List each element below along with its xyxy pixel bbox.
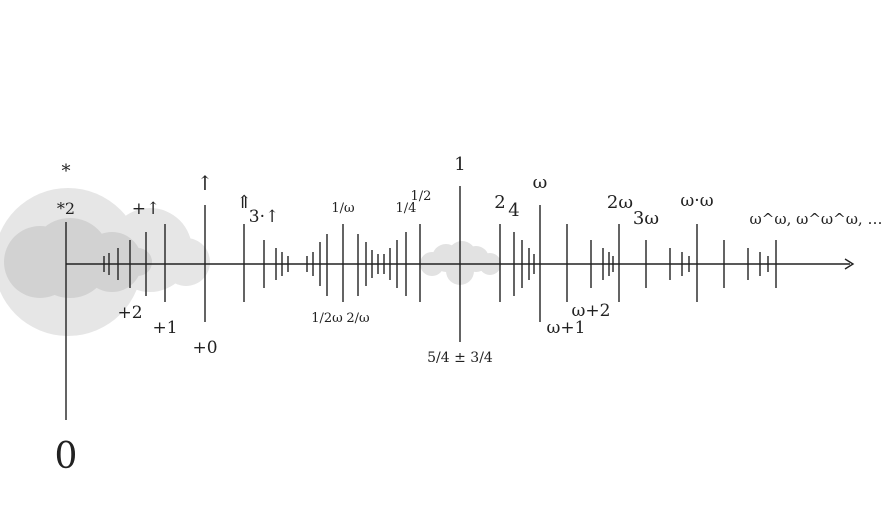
label-omega-dot-omega: ω·ω (680, 191, 713, 211)
label-omega-plus-2: ω+2 (572, 301, 611, 321)
label-three-up: 3·↑ (249, 207, 279, 227)
shaded-clouds (0, 188, 501, 336)
label-omega-plus-1: ω+1 (547, 318, 586, 338)
label-star: * (62, 161, 71, 182)
label-plus-2: +2 (117, 303, 142, 323)
label-three-omega: 3ω (633, 208, 659, 229)
label-two-over-omega: 2/ω (346, 311, 369, 326)
label-plus-up: +↑ (132, 199, 161, 219)
label-double-up: ⇑ (236, 192, 251, 213)
label-omega-towers: ω^ω, ω^ω^ω, … (750, 210, 883, 228)
label-four: 4 (508, 200, 519, 221)
label-two-omega: 2ω (607, 192, 633, 213)
label-zero: 0 (55, 436, 78, 477)
label-star2: *2 (57, 199, 75, 218)
label-two: 2 (494, 192, 505, 213)
labels: 0 * *2 ↑ +↑ +2 +1 +0 ⇑ 3·↑ 1/ω 1/2ω 2/ω … (55, 154, 883, 477)
label-omega: ω (533, 172, 548, 193)
label-plus-1: +1 (152, 318, 177, 338)
cloud-up-inner (82, 232, 142, 292)
label-half: 1/2 (411, 189, 432, 204)
label-one-over-2omega: 1/2ω (311, 311, 343, 326)
label-five-quarters-pm: 5/4 ± 3/4 (427, 350, 493, 366)
label-up: ↑ (197, 171, 214, 195)
tick-marks (65, 186, 777, 420)
axis-arrow-icon (844, 258, 855, 270)
label-quarter: 1/4 (396, 201, 417, 216)
label-one: 1 (454, 154, 465, 175)
label-plus-0: +0 (192, 338, 217, 358)
cloud-up-small (124, 248, 152, 276)
label-one-over-omega: 1/ω (331, 201, 354, 216)
cloud-up-right (162, 238, 210, 286)
